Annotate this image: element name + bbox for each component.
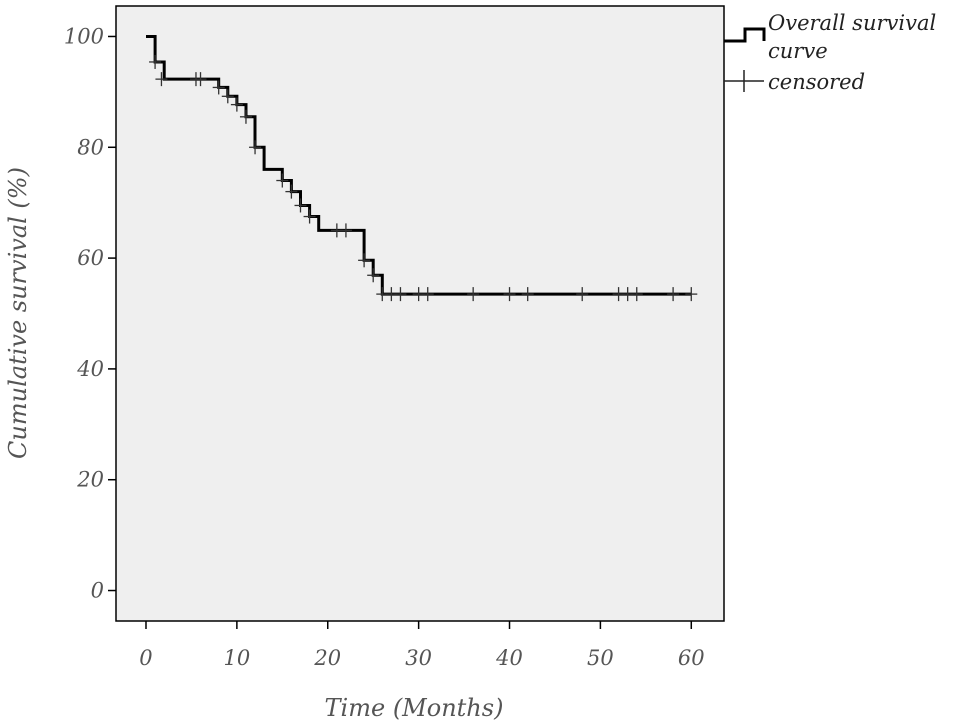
censored-mark — [285, 184, 298, 199]
censored-mark — [230, 97, 243, 112]
censored-mark — [421, 287, 434, 302]
censored-mark — [155, 72, 168, 87]
x-axis: 0 10 20 30 40 50 60 — [139, 621, 705, 670]
censored-mark — [667, 287, 680, 302]
legend-survival-line-icon — [724, 27, 766, 43]
y-tick-label: 40 — [76, 357, 104, 381]
censored-mark — [239, 109, 252, 124]
censored-mark — [212, 80, 225, 95]
censored-mark — [467, 287, 480, 302]
legend: Overall survival curve censored — [724, 11, 936, 94]
censored-mark — [221, 89, 234, 104]
x-axis-title: Time (Months) — [325, 694, 504, 722]
censored-mark — [358, 253, 371, 268]
censored-mark — [294, 198, 307, 213]
censored-mark — [249, 140, 262, 155]
y-tick-label: 100 — [64, 24, 104, 48]
legend-survival-label-line2: curve — [768, 39, 828, 63]
y-tick-label: 20 — [76, 468, 104, 492]
x-tick-label: 60 — [678, 646, 705, 670]
censored-mark — [394, 287, 407, 302]
legend-survival-label-line1: Overall survival — [768, 11, 936, 35]
x-tick-label: 40 — [495, 646, 523, 670]
x-tick-label: 0 — [139, 646, 152, 670]
censored-mark — [276, 173, 289, 188]
censored-mark — [149, 54, 162, 69]
censored-mark — [630, 287, 643, 302]
y-tick-label: 60 — [77, 246, 104, 270]
censored-marks — [149, 54, 698, 302]
y-tick-label: 0 — [91, 579, 104, 603]
censored-mark — [339, 223, 352, 238]
plot-area — [115, 5, 725, 622]
y-tick-label: 80 — [77, 135, 104, 159]
censored-mark — [576, 287, 589, 302]
censored-mark — [367, 268, 380, 283]
x-tick-label: 20 — [313, 646, 341, 670]
legend-censored-label: censored — [768, 70, 865, 94]
censored-mark — [303, 209, 316, 224]
x-tick-label: 50 — [587, 646, 614, 670]
x-tick-label: 30 — [405, 646, 432, 670]
legend-censored-icon — [724, 70, 764, 92]
x-tick-label: 10 — [224, 646, 251, 670]
censored-mark — [521, 287, 534, 302]
y-axis: 0 20 40 60 80 100 — [64, 24, 116, 603]
censored-mark — [194, 72, 207, 87]
censored-mark — [685, 287, 698, 302]
y-axis-title: Cumulative survival (%) — [4, 167, 32, 459]
censored-mark — [503, 287, 516, 302]
